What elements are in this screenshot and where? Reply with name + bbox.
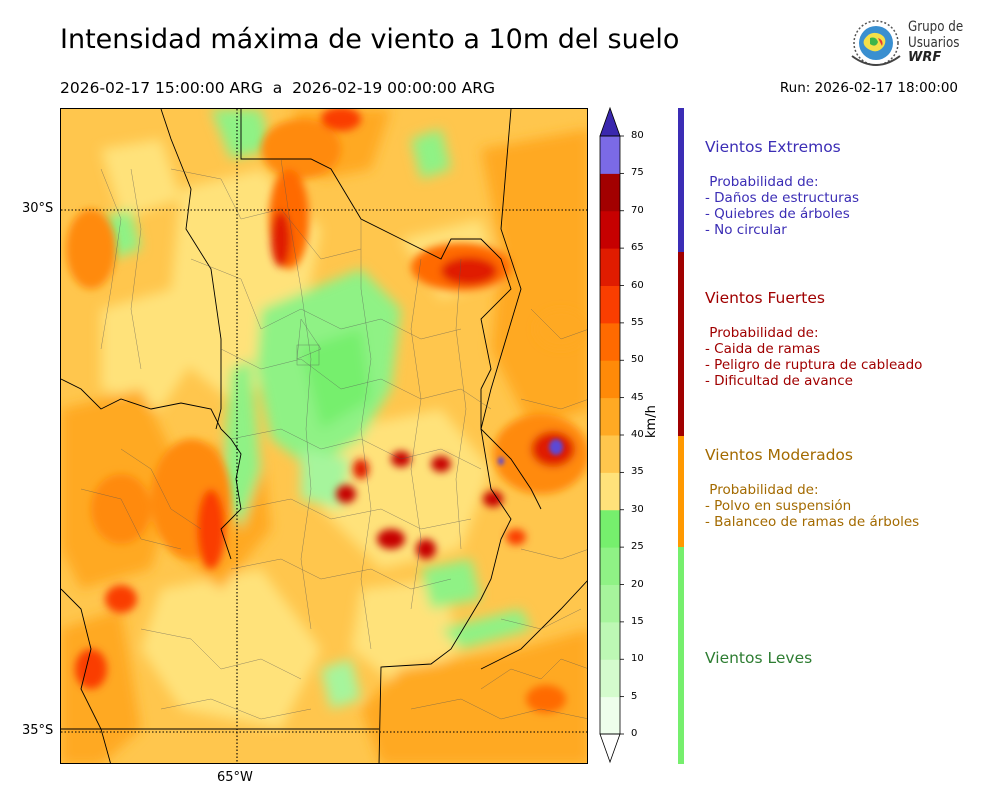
colorbar-bin [600,659,620,698]
category-moderados: Vientos Moderados Probabilidad de: - Pol… [705,446,919,530]
category-fuertes-text: Probabilidad de: - Caida de ramas - Peli… [705,325,923,389]
map-title: Intensidad máxima de viento a 10m del su… [60,24,680,55]
logo-line2: Usuarios [908,35,960,51]
colorbar-bin [600,472,620,511]
colorbar-tick-label: 50 [631,354,644,366]
colorbar-tick-label: 45 [631,391,644,403]
colorbar-bin [600,322,620,361]
colorbar-tick-label: 0 [631,728,638,739]
logo-line3: WRF [908,50,942,65]
colorbar-bin [600,509,620,548]
colorbar-bin [600,547,620,585]
colorbar-extend-low [599,733,621,764]
colorbar-bin [600,285,620,324]
category-extremos-text: Probabilidad de: - Daños de estructuras … [705,174,860,238]
category-leves-title: Vientos Leves [705,649,813,667]
lon-label-65w: 65°W [217,770,253,785]
colorbar-tick-label: 10 [631,653,644,665]
band-leves [678,547,684,764]
colorbar-bin [600,360,620,399]
colorbar-tick-label: 55 [631,316,644,328]
category-moderados-title: Vientos Moderados [705,446,853,464]
category-leves: Vientos Leves [705,649,812,685]
colorbar-tick-label: 80 [631,130,644,141]
band-fuertes [678,252,684,436]
category-fuertes-title: Vientos Fuertes [705,289,825,307]
lat-label-35s: 35°S [22,723,54,738]
colorbar-bin [600,173,620,212]
colorbar-tick-label: 65 [631,242,644,254]
colorbar-bin [600,248,620,286]
colorbar-bin [600,210,620,249]
colorbar-tick-label: 60 [631,279,644,291]
wind-map [60,108,588,764]
colorbar-bin [600,397,620,436]
band-extremos [678,108,684,252]
lat-label-30s: 30°S [22,201,54,216]
band-moderados [678,436,684,547]
colorbar-tick-label: 15 [631,615,644,627]
colorbar [599,106,624,764]
colorbar-bin [600,696,620,735]
colorbar-tick-label: 75 [631,167,644,179]
valid-period: 2026-02-17 15:00:00 ARG a 2026-02-19 00:… [60,79,496,97]
colorbar-bin [600,435,620,473]
colorbar-bin [600,584,620,623]
run-time: Run: 2026-02-17 18:00:00 [779,80,958,96]
colorbar-bin [600,621,620,660]
colorbar-unit: km/h [644,405,659,438]
colorbar-tick-label: 25 [631,541,644,553]
grupo-usuarios-wrf-logo: Grupo de Usuarios WRF [848,16,968,72]
category-fuertes: Vientos Fuertes Probabilidad de: - Caida… [705,289,922,389]
category-extremos: Vientos Extremos Probabilidad de: - Daño… [705,138,859,238]
category-extremos-title: Vientos Extremos [705,138,841,156]
globe-icon [851,20,901,66]
colorbar-tick-label: 70 [631,204,644,216]
colorbar-extend-high [599,106,621,137]
colorbar-tick-label: 35 [631,466,644,478]
category-moderados-text: Probabilidad de: - Polvo en suspensión -… [705,482,920,530]
colorbar-tick-label: 40 [631,429,644,440]
colorbar-tick-label: 20 [631,578,644,590]
colorbar-tick-label: 5 [631,690,638,702]
colorbar-tick-label: 30 [631,503,644,515]
logo-line1: Grupo de [908,19,964,35]
colorbar-bin [600,136,620,174]
wind-field-svg [61,109,587,763]
